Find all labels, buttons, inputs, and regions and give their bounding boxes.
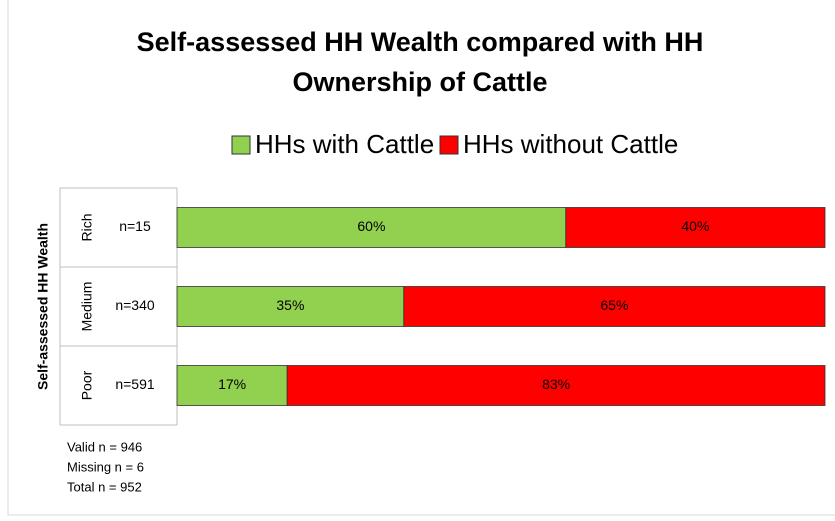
category-label: Rich xyxy=(79,213,95,241)
bar-segment xyxy=(176,365,288,406)
bar-segment xyxy=(176,286,405,327)
y-axis-label: Self-assessed HH Wealth xyxy=(35,223,51,390)
data-label: 17% xyxy=(218,376,246,392)
chart-title: Self-assessed HH Wealth compared with HH… xyxy=(136,27,704,97)
footnote: Total n = 952 xyxy=(67,479,142,494)
legend-label: HHs without Cattle xyxy=(463,129,678,159)
category-note: n=591 xyxy=(115,376,155,392)
bar-segment xyxy=(403,286,826,327)
legend-label: HHs with Cattle xyxy=(255,129,434,159)
data-label: 83% xyxy=(542,376,570,392)
data-label: 35% xyxy=(276,297,304,313)
footnote: Valid n = 946 xyxy=(67,439,142,454)
category-note: n=340 xyxy=(115,297,155,313)
legend-swatch xyxy=(439,135,459,155)
chart-border xyxy=(7,0,835,516)
bar-segment xyxy=(565,207,826,248)
legend-swatch xyxy=(231,135,251,155)
category-note: n=15 xyxy=(119,218,151,234)
data-label: 65% xyxy=(600,297,628,313)
data-label: 40% xyxy=(681,218,709,234)
bar-segment xyxy=(176,207,567,248)
data-label: 60% xyxy=(357,218,385,234)
footnote: Missing n = 6 xyxy=(67,459,144,474)
category-label: Poor xyxy=(79,370,95,400)
bar-segment xyxy=(286,365,826,406)
category-label: Medium xyxy=(79,282,95,332)
